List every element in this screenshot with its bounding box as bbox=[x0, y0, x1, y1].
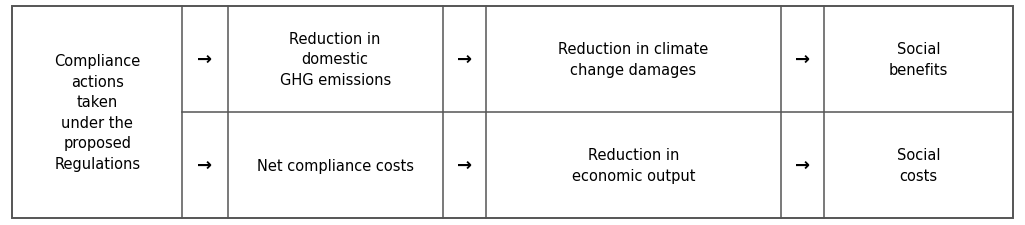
Text: Reduction in climate
change damages: Reduction in climate change damages bbox=[559, 42, 708, 77]
Text: →: → bbox=[198, 156, 212, 174]
Text: →: → bbox=[795, 156, 810, 174]
Text: Social
benefits: Social benefits bbox=[889, 42, 948, 77]
Text: Reduction in
domestic
GHG emissions: Reduction in domestic GHG emissions bbox=[280, 32, 391, 87]
Text: →: → bbox=[457, 51, 472, 69]
Text: Net compliance costs: Net compliance costs bbox=[256, 158, 414, 173]
Text: →: → bbox=[795, 51, 810, 69]
Text: Reduction in
economic output: Reduction in economic output bbox=[572, 148, 695, 183]
Text: →: → bbox=[198, 51, 212, 69]
Text: Compliance
actions
taken
under the
proposed
Regulations: Compliance actions taken under the propo… bbox=[54, 54, 140, 171]
Text: Social
costs: Social costs bbox=[897, 148, 940, 183]
Text: →: → bbox=[457, 156, 472, 174]
